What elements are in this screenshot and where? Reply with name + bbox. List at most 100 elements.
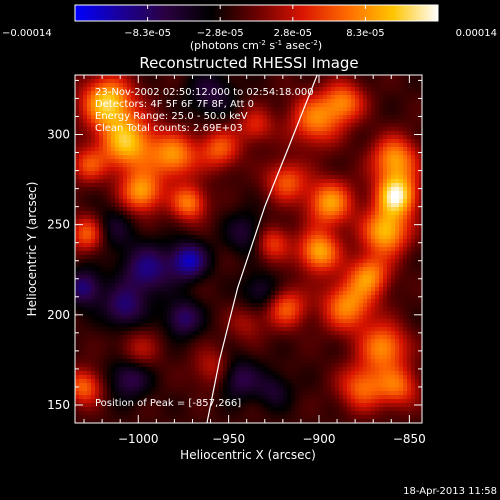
heatmap-cell bbox=[119, 299, 124, 304]
heatmap-cell bbox=[343, 279, 348, 284]
heatmap-cell bbox=[407, 263, 412, 268]
heatmap-cell bbox=[131, 227, 136, 232]
heatmap-cell bbox=[83, 243, 88, 248]
heatmap-cell bbox=[135, 299, 140, 304]
heatmap-cell bbox=[375, 91, 380, 96]
heatmap-cell bbox=[311, 179, 316, 184]
heatmap-cell bbox=[419, 107, 422, 112]
heatmap-cell bbox=[371, 131, 376, 136]
heatmap-cell bbox=[187, 263, 192, 268]
heatmap-cell bbox=[167, 227, 172, 232]
heatmap-cell bbox=[375, 203, 380, 208]
heatmap-cell bbox=[319, 219, 324, 224]
heatmap-cell bbox=[227, 103, 232, 108]
heatmap-cell bbox=[171, 143, 176, 148]
heatmap-cell bbox=[259, 151, 264, 156]
heatmap-cell bbox=[263, 79, 268, 84]
heatmap-cell bbox=[283, 79, 288, 84]
heatmap-cell bbox=[203, 111, 208, 116]
heatmap-cell bbox=[307, 247, 312, 252]
heatmap-cell bbox=[263, 223, 268, 228]
heatmap-cell bbox=[79, 191, 84, 196]
heatmap-cell bbox=[247, 155, 252, 160]
heatmap-cell bbox=[167, 247, 172, 252]
heatmap-cell bbox=[387, 111, 392, 116]
heatmap-cell bbox=[155, 123, 160, 128]
heatmap-cell bbox=[335, 123, 340, 128]
heatmap-cell bbox=[199, 111, 204, 116]
heatmap-cell bbox=[291, 135, 296, 140]
heatmap-cell bbox=[335, 219, 340, 224]
heatmap-cell bbox=[411, 191, 416, 196]
heatmap-cell bbox=[383, 231, 388, 236]
heatmap-cell bbox=[135, 215, 140, 220]
heatmap-cell bbox=[307, 159, 312, 164]
heatmap-cell bbox=[343, 95, 348, 100]
heatmap-cell bbox=[311, 107, 316, 112]
heatmap-cell bbox=[159, 263, 164, 268]
heatmap-cell bbox=[295, 191, 300, 196]
heatmap-cell bbox=[155, 275, 160, 280]
heatmap-cell bbox=[191, 235, 196, 240]
heatmap-cell bbox=[419, 75, 422, 80]
heatmap-cell bbox=[339, 107, 344, 112]
heatmap-cell bbox=[191, 207, 196, 212]
heatmap-cell bbox=[159, 139, 164, 144]
heatmap-cell bbox=[271, 279, 276, 284]
heatmap-cell bbox=[143, 119, 148, 124]
heatmap-cell bbox=[107, 259, 112, 264]
heatmap-cell bbox=[319, 215, 324, 220]
heatmap-cell bbox=[127, 211, 132, 216]
heatmap-cell bbox=[279, 79, 284, 84]
heatmap-cell bbox=[143, 115, 148, 120]
heatmap-cell bbox=[387, 267, 392, 272]
heatmap-cell bbox=[387, 231, 392, 236]
heatmap-cell bbox=[335, 115, 340, 120]
heatmap-cell bbox=[303, 295, 308, 300]
heatmap-cell bbox=[255, 287, 260, 292]
heatmap-cell bbox=[75, 303, 80, 308]
heatmap-cell bbox=[219, 291, 224, 296]
heatmap-cell bbox=[323, 231, 328, 236]
heatmap-cell bbox=[207, 131, 212, 136]
heatmap-cell bbox=[155, 211, 160, 216]
heatmap-cell bbox=[79, 303, 84, 308]
heatmap-cell bbox=[243, 275, 248, 280]
heatmap-cell bbox=[251, 103, 256, 108]
heatmap-cell bbox=[251, 179, 256, 184]
heatmap-cell bbox=[367, 139, 372, 144]
heatmap-cell bbox=[311, 131, 316, 136]
heatmap-cell bbox=[139, 75, 144, 80]
heatmap-cell bbox=[199, 131, 204, 136]
heatmap-cell bbox=[147, 119, 152, 124]
heatmap-cell bbox=[271, 227, 276, 232]
heatmap-cell bbox=[375, 239, 380, 244]
heatmap-cell bbox=[103, 139, 108, 144]
heatmap-cell bbox=[323, 267, 328, 272]
heatmap-cell bbox=[119, 95, 124, 100]
heatmap-cell bbox=[183, 99, 188, 104]
heatmap-cell bbox=[331, 183, 336, 188]
heatmap-cell bbox=[247, 179, 252, 184]
heatmap-cell bbox=[103, 247, 108, 252]
heatmap-cell bbox=[395, 127, 400, 132]
heatmap-cell bbox=[339, 219, 344, 224]
heatmap-cell bbox=[215, 299, 220, 304]
heatmap-cell bbox=[79, 211, 84, 216]
heatmap-cell bbox=[203, 295, 208, 300]
heatmap-cell bbox=[407, 203, 412, 208]
colorbar-tick-label: −8.3e-05 bbox=[124, 28, 171, 39]
heatmap-cell bbox=[387, 155, 392, 160]
heatmap-cell bbox=[147, 199, 152, 204]
heatmap-cell bbox=[247, 215, 252, 220]
heatmap-cell bbox=[231, 259, 236, 264]
heatmap-cell bbox=[415, 187, 420, 192]
heatmap-cell bbox=[311, 119, 316, 124]
heatmap-cell bbox=[111, 123, 116, 128]
heatmap-cell bbox=[211, 115, 216, 120]
heatmap-cell bbox=[271, 259, 276, 264]
heatmap-cell bbox=[191, 83, 196, 88]
heatmap-cell bbox=[259, 227, 264, 232]
heatmap-cell bbox=[115, 251, 120, 256]
heatmap-cell bbox=[259, 267, 264, 272]
